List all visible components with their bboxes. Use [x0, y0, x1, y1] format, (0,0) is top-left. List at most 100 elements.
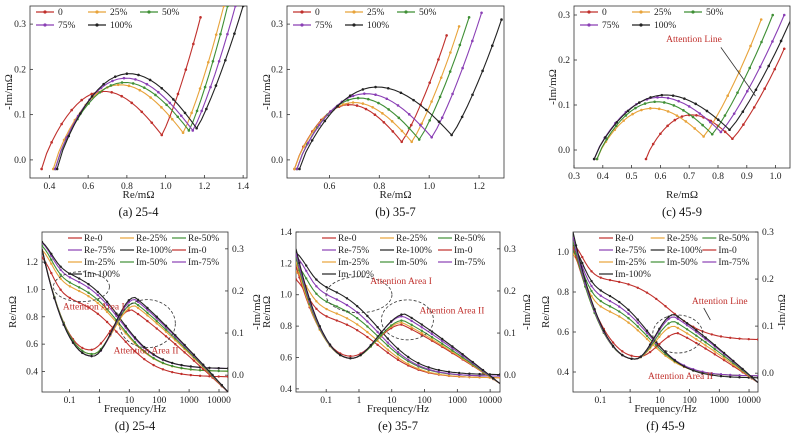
data-point	[336, 104, 339, 108]
data-point	[621, 353, 624, 357]
attention-area-2-ellipse	[381, 299, 434, 341]
data-point	[127, 309, 130, 312]
y-right-tick-label: 0.0	[762, 369, 774, 379]
data-point	[639, 355, 643, 358]
data-point	[391, 130, 395, 133]
y-right-tick-label: 0.1	[232, 329, 244, 339]
data-point	[170, 117, 174, 121]
series-group	[40, 6, 245, 171]
y-left-tick-label: 0.4	[280, 385, 292, 395]
data-point	[667, 315, 670, 318]
data-point	[217, 369, 220, 373]
data-point	[599, 305, 602, 308]
data-point	[116, 83, 120, 87]
data-point	[430, 338, 434, 341]
data-point	[729, 375, 732, 379]
data-point	[437, 368, 440, 372]
y-left-tick-label: 1.4	[280, 228, 292, 238]
data-point	[120, 94, 124, 98]
y-tick-label: 0.0	[271, 156, 283, 166]
series-markers-75pct	[53, 6, 237, 171]
data-point	[676, 317, 680, 321]
data-point	[640, 108, 643, 112]
data-point	[59, 265, 62, 268]
x-tick-label: 10	[387, 396, 397, 406]
y-left-tick-label: 0.6	[557, 328, 569, 338]
data-point	[599, 294, 602, 297]
data-point	[195, 126, 198, 130]
series-markers-75pct	[295, 11, 483, 171]
data-point	[490, 44, 494, 48]
legend-label: Im-0	[454, 246, 473, 256]
data-point	[649, 107, 652, 110]
series-markers-50pct	[595, 13, 775, 161]
data-point	[390, 320, 393, 323]
data-point	[716, 118, 720, 122]
data-point	[198, 87, 202, 90]
data-point	[451, 347, 454, 350]
data-point	[590, 270, 593, 273]
data-point	[329, 110, 332, 113]
data-point	[704, 344, 707, 347]
data-point	[376, 343, 379, 347]
data-point	[381, 112, 384, 115]
data-point	[366, 335, 369, 339]
data-point	[611, 341, 615, 344]
data-point	[217, 59, 221, 63]
data-point	[172, 98, 175, 101]
data-point	[437, 373, 440, 376]
data-point	[667, 326, 670, 330]
data-point	[687, 105, 691, 108]
data-point	[458, 371, 461, 375]
data-point	[174, 343, 177, 346]
data-point	[98, 91, 102, 94]
data-point	[325, 315, 328, 318]
data-point	[122, 76, 126, 80]
data-point	[60, 122, 63, 126]
data-point	[148, 78, 152, 82]
data-point	[608, 299, 612, 303]
legend-marker	[639, 23, 643, 27]
data-point	[420, 323, 423, 326]
series-markers-Im-75pct	[43, 261, 223, 387]
data-point	[50, 141, 53, 144]
data-point	[202, 363, 205, 366]
y-left-axis-label: Re/mΩ	[261, 296, 273, 328]
data-point	[657, 107, 661, 111]
series-markers-Re-50pct	[42, 244, 228, 373]
data-point	[437, 120, 441, 123]
data-point	[702, 135, 705, 138]
legend-marker	[95, 10, 99, 14]
data-point	[417, 364, 420, 367]
data-point	[660, 93, 664, 97]
attention-line-pointer	[703, 307, 711, 321]
data-point	[134, 78, 137, 81]
data-point	[366, 314, 369, 318]
data-point	[710, 372, 713, 375]
data-point	[645, 329, 649, 332]
data-point	[666, 110, 670, 113]
data-point	[636, 321, 639, 324]
data-point	[176, 115, 180, 119]
series-line-25pct	[293, 26, 460, 170]
series-markers-50pct	[53, 6, 229, 171]
data-point	[180, 366, 183, 370]
data-point	[387, 108, 390, 111]
data-point	[164, 330, 168, 333]
data-point	[315, 292, 318, 295]
data-point	[664, 350, 667, 354]
attention-line-label: Attention Line	[666, 35, 722, 45]
data-point	[199, 16, 202, 19]
data-point	[643, 102, 647, 105]
data-point	[40, 167, 43, 171]
data-point	[222, 6, 226, 8]
data-point	[379, 331, 383, 335]
data-point	[722, 358, 726, 362]
data-point	[146, 319, 149, 323]
data-point	[59, 277, 62, 280]
x-tick-label: 0.1	[64, 396, 76, 406]
data-point	[705, 109, 709, 113]
data-point	[351, 101, 355, 104]
data-point	[608, 278, 612, 282]
series-group	[573, 232, 758, 384]
